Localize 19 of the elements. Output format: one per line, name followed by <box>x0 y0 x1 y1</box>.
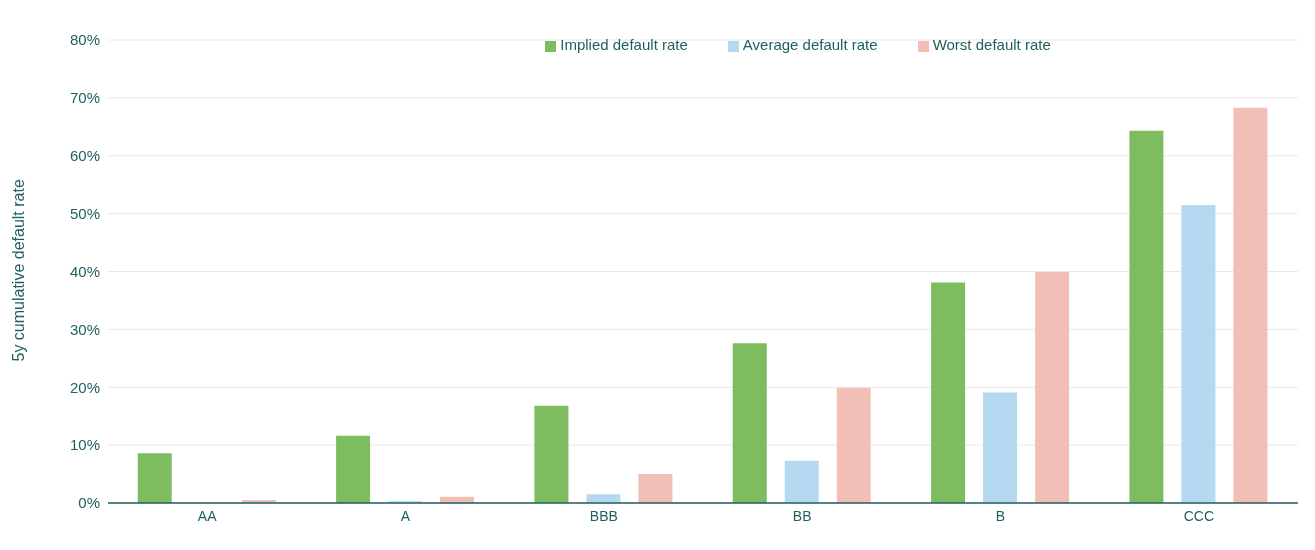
legend-label: Implied default rate <box>560 36 688 53</box>
y-tick-label: 10% <box>69 436 100 454</box>
legend-label: Worst default rate <box>932 36 1051 53</box>
y-tick-label: 80% <box>69 31 100 49</box>
x-tick-label: CCC <box>1183 507 1215 524</box>
y-tick-label: 70% <box>69 89 100 107</box>
y-tick-label: 30% <box>69 320 100 338</box>
y-tick-label: 40% <box>69 262 100 280</box>
x-tick-label: AA <box>197 507 218 524</box>
y-tick-label: 50% <box>69 204 100 222</box>
legend-label: Average default rate <box>742 36 878 53</box>
x-tick-label: B <box>995 507 1006 524</box>
x-tick-label: BB <box>792 507 812 524</box>
y-axis-title: 5y cumulative default rate <box>9 179 27 362</box>
y-tick-label: 20% <box>69 378 100 396</box>
y-tick-label: 0% <box>78 494 100 512</box>
x-tick-label: BBB <box>589 507 618 524</box>
x-tick-label: A <box>400 507 411 524</box>
y-tick-label: 60% <box>69 147 100 165</box>
